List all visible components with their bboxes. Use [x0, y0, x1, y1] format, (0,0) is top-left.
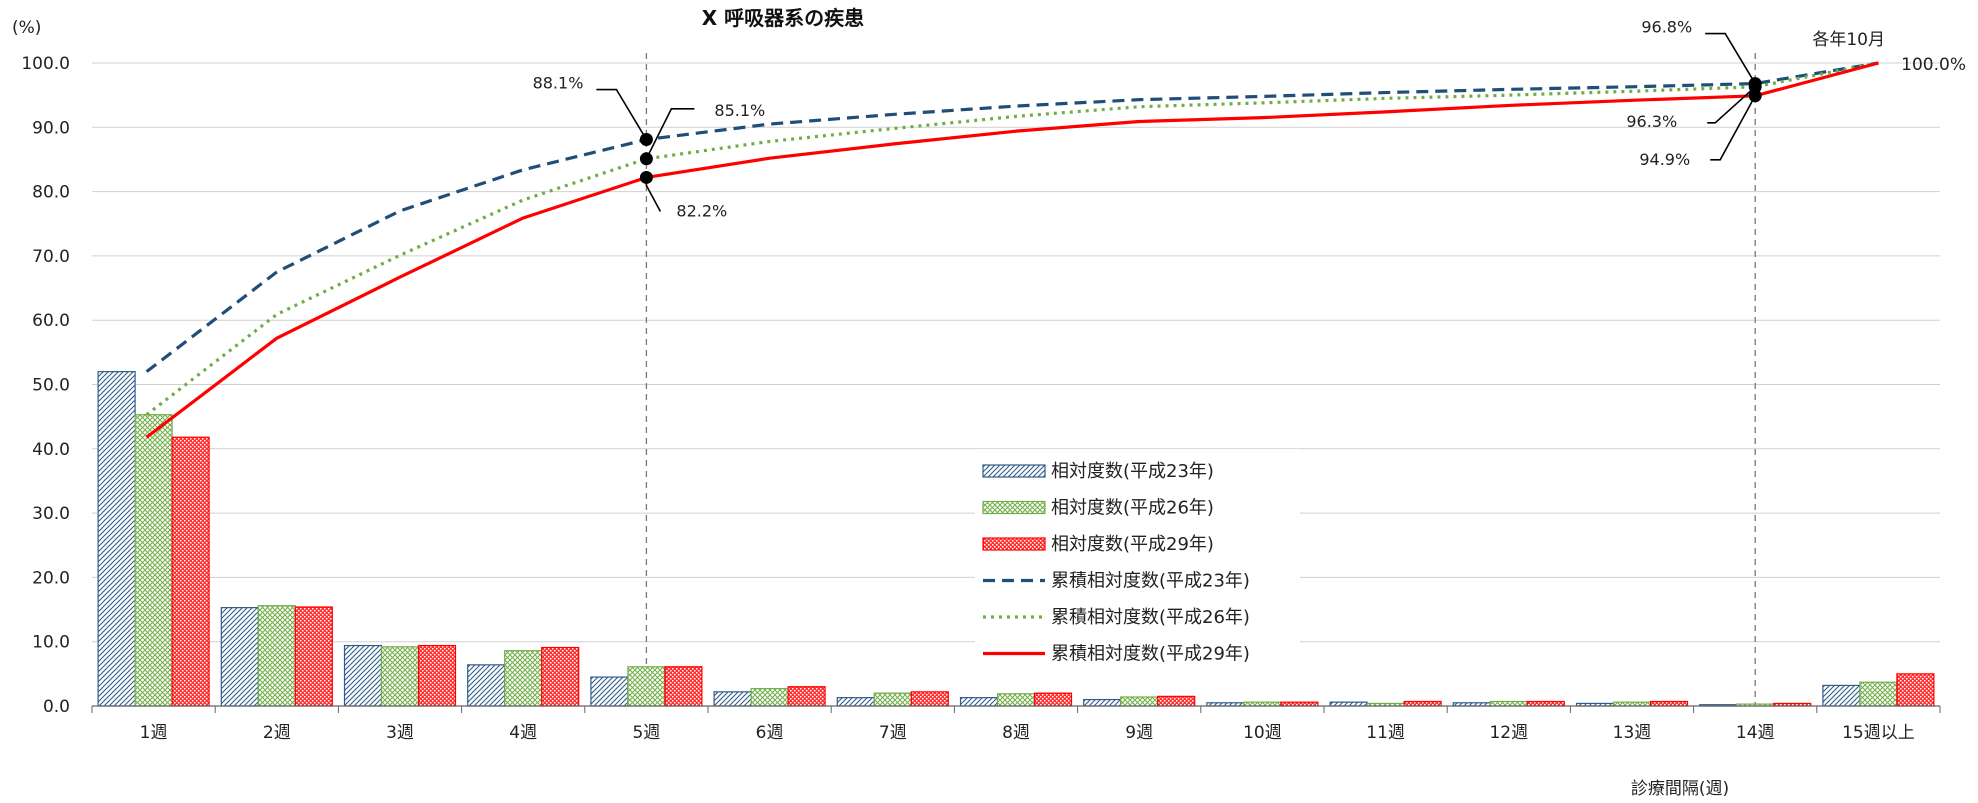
- bar: [874, 693, 911, 706]
- bar: [665, 667, 702, 706]
- x-tick-label: 15週以上: [1842, 723, 1915, 743]
- bar: [135, 415, 172, 706]
- legend-label: 累積相対度数(平成23年): [1051, 571, 1250, 592]
- annotation-leader: [596, 90, 646, 140]
- bar: [1084, 700, 1121, 706]
- x-tick-label: 1週: [140, 723, 168, 743]
- bar: [628, 667, 665, 706]
- legend-swatch: [983, 465, 1045, 477]
- x-tick-label: 14週: [1736, 723, 1775, 743]
- bar: [382, 647, 419, 706]
- annotation-label: 94.9%: [1639, 150, 1690, 169]
- x-tick-label: 13週: [1613, 723, 1652, 743]
- bar: [1651, 701, 1688, 706]
- x-tick-label: 3週: [386, 723, 414, 743]
- bar: [837, 698, 874, 706]
- bar: [542, 647, 579, 706]
- x-tick-label: 2週: [263, 723, 291, 743]
- bar: [172, 437, 209, 706]
- legend-label: 相対度数(平成29年): [1051, 534, 1214, 555]
- legend-label: 相対度数(平成23年): [1051, 461, 1214, 482]
- bar: [1158, 696, 1195, 706]
- end-annotation-month: 各年10月: [1812, 30, 1885, 50]
- bar: [345, 646, 382, 706]
- bar: [295, 607, 332, 706]
- bar: [1035, 693, 1072, 706]
- y-tick-label: 40.0: [32, 440, 70, 460]
- cumulative-line: [147, 63, 1879, 372]
- bar: [98, 372, 135, 706]
- annotation-label: 82.2%: [676, 201, 727, 220]
- annotation-label: 96.3%: [1626, 112, 1677, 131]
- y-axis-unit: (%): [12, 18, 41, 38]
- bar: [1897, 674, 1934, 706]
- bar: [961, 698, 998, 706]
- y-tick-label: 70.0: [32, 247, 70, 267]
- cumulative-line: [147, 63, 1879, 437]
- cumulative-lines: [147, 63, 1879, 437]
- y-tick-label: 80.0: [32, 183, 70, 203]
- y-tick-label: 0.0: [43, 697, 70, 717]
- x-tick-label: 8週: [1002, 723, 1030, 743]
- annotation-leader: [1705, 34, 1755, 84]
- bar: [788, 687, 825, 706]
- legend-label: 相対度数(平成26年): [1051, 498, 1214, 519]
- bar: [751, 689, 788, 706]
- bar: [1527, 701, 1564, 706]
- x-tick-label: 5週: [632, 723, 660, 743]
- bar: [1860, 682, 1897, 706]
- annotation-leader: [1707, 87, 1755, 123]
- y-tick-label: 50.0: [32, 376, 70, 396]
- bar: [468, 665, 505, 706]
- bar: [419, 646, 456, 706]
- legend-swatch: [983, 502, 1045, 514]
- legend-label: 累積相対度数(平成26年): [1051, 607, 1250, 628]
- bar: [714, 692, 751, 706]
- bar: [911, 692, 948, 706]
- x-tick-label: 6週: [756, 723, 784, 743]
- cumulative-line: [147, 63, 1879, 415]
- legend-label: 累積相対度数(平成29年): [1051, 644, 1250, 665]
- x-tick-label: 10週: [1243, 723, 1282, 743]
- annotations: 88.1% 85.1% 82.2% 96.8% 96.3% 94.9%: [533, 18, 1762, 221]
- bar: [591, 677, 628, 706]
- bar: [1404, 701, 1441, 706]
- x-tick-label: 9週: [1125, 723, 1153, 743]
- y-tick-label: 30.0: [32, 504, 70, 524]
- x-tick-label: 12週: [1489, 723, 1528, 743]
- y-tick-label: 100.0: [21, 54, 70, 74]
- bar: [1490, 701, 1527, 706]
- y-tick-label: 60.0: [32, 311, 70, 331]
- bar: [1823, 685, 1860, 706]
- annotation-label: 85.1%: [714, 101, 765, 120]
- annotation-label: 88.1%: [533, 74, 584, 93]
- end-annotation-value: 100.0%: [1901, 55, 1966, 75]
- y-tick-label: 90.0: [32, 118, 70, 138]
- bar: [258, 606, 295, 706]
- bar: [221, 608, 258, 706]
- annotation-label: 96.8%: [1641, 18, 1692, 37]
- bar: [998, 694, 1035, 706]
- x-tick-label: 7週: [879, 723, 907, 743]
- x-axis-title: 診療間隔(週): [1631, 779, 1729, 799]
- y-tick-label: 20.0: [32, 568, 70, 588]
- y-tick-label: 10.0: [32, 633, 70, 653]
- x-tick-label: 11週: [1366, 723, 1405, 743]
- chart-title: X 呼吸器系の疾患: [702, 6, 864, 30]
- bar: [1121, 697, 1158, 706]
- bar: [505, 651, 542, 706]
- legend-swatch: [983, 538, 1045, 550]
- legend: 相対度数(平成23年) 相対度数(平成26年) 相対度数(平成29年) 累積相対度数(…: [975, 449, 1300, 682]
- x-tick-label: 4週: [509, 723, 537, 743]
